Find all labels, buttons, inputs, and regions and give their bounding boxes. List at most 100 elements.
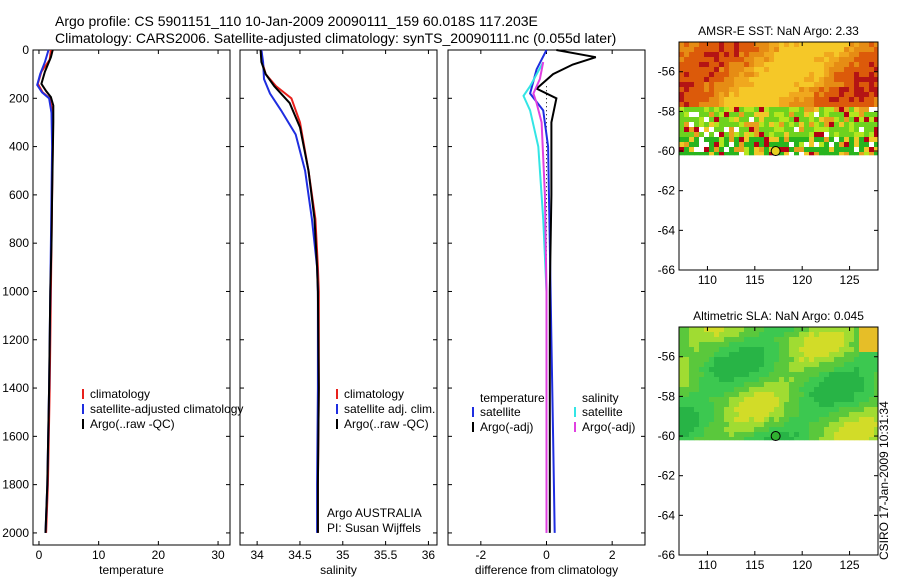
map-cell-sla_map bbox=[784, 352, 790, 358]
map-cell-sst_map bbox=[789, 67, 795, 73]
map-cell-sst_map bbox=[859, 52, 865, 58]
map-cell-sla_map bbox=[864, 372, 870, 378]
map-cell-sla_map bbox=[729, 412, 735, 418]
map-cell-sla_map bbox=[814, 372, 820, 378]
map-cell-sst_map bbox=[769, 72, 775, 78]
map-cell-sla_map bbox=[754, 417, 760, 423]
map-cell-sst_map bbox=[794, 132, 800, 138]
map-cell-sla_map bbox=[814, 362, 820, 368]
map-cell-sla_map bbox=[824, 357, 830, 363]
map-cell-sla_map bbox=[724, 342, 730, 348]
map-cell-sst_map bbox=[764, 152, 770, 156]
map-cell-sst_map bbox=[684, 117, 690, 123]
map-cell-sst_map bbox=[794, 97, 800, 103]
map-cell-sst_map bbox=[729, 47, 735, 53]
map-cell-sla_map bbox=[754, 407, 760, 413]
map-cell-sst_map bbox=[719, 67, 725, 73]
map-cell-sla_map bbox=[824, 332, 830, 338]
map-cell-sla_map bbox=[864, 397, 870, 403]
map-cell-sla_map bbox=[874, 412, 879, 418]
map-cell-sla_map bbox=[824, 352, 830, 358]
map-cell-sst_map bbox=[769, 82, 775, 88]
map-cell-sla_map bbox=[789, 392, 795, 398]
map-cell-sla_map bbox=[839, 382, 845, 388]
map-cell-sla_map bbox=[784, 407, 790, 413]
map-cell-sst_map bbox=[779, 112, 785, 118]
map-cell-sla_map bbox=[759, 422, 765, 428]
map-cell-sst_map bbox=[694, 97, 700, 103]
map-cell-sst_map bbox=[744, 82, 750, 88]
map-cell-sla_map bbox=[869, 427, 875, 433]
map-cell-sla_map bbox=[779, 422, 785, 428]
map-cell-sla_map bbox=[754, 377, 760, 383]
map-cell-sla_map bbox=[729, 377, 735, 383]
map-cell-sst_map bbox=[844, 82, 850, 88]
map-cell-sst_map bbox=[709, 107, 715, 113]
map-cell-sla_map bbox=[854, 422, 860, 428]
map-cell-sla_map bbox=[734, 352, 740, 358]
map-cell-sst_map bbox=[729, 107, 735, 113]
map-cell-sst_map bbox=[729, 112, 735, 118]
map-cell-sla_map bbox=[834, 412, 840, 418]
map-cell-sla_map bbox=[714, 347, 720, 353]
map-cell-sst_map bbox=[834, 42, 840, 48]
map-cell-sla_map bbox=[854, 347, 860, 353]
map-cell-sla_map bbox=[754, 362, 760, 368]
map-cell-sst_map bbox=[689, 127, 695, 133]
map-cell-sla_map bbox=[719, 362, 725, 368]
map-cell-sst_map bbox=[874, 87, 879, 93]
map-cell-sst_map bbox=[789, 137, 795, 143]
map-cell-sla_map bbox=[809, 412, 815, 418]
map-cell-sst_map bbox=[704, 122, 710, 128]
map-cell-sla_map bbox=[679, 437, 685, 441]
map-cell-sst_map bbox=[724, 132, 730, 138]
map-cell-sst_map bbox=[704, 82, 710, 88]
map-cell-sla_map bbox=[694, 377, 700, 383]
map-cell-sst_map bbox=[709, 77, 715, 83]
map-cell-sst_map bbox=[679, 72, 685, 78]
map-cell-sst_map bbox=[699, 77, 705, 83]
map-cell-sla_map bbox=[699, 387, 705, 393]
map-cell-sla_map bbox=[749, 352, 755, 358]
map-cell-sst_map bbox=[764, 142, 770, 148]
map-cell-sla_map bbox=[804, 357, 810, 363]
map-cell-sst_map bbox=[804, 122, 810, 128]
map-cell-sla_map bbox=[789, 352, 795, 358]
map-cell-sla_map bbox=[799, 402, 805, 408]
map-cell-sla_map bbox=[684, 377, 690, 383]
map-cell-sla_map bbox=[849, 412, 855, 418]
map-cell-sst_map bbox=[819, 57, 825, 63]
map-cell-sst_map bbox=[744, 87, 750, 93]
map-cell-sst_map bbox=[704, 72, 710, 78]
map-cell-sla_map bbox=[829, 387, 835, 393]
map-cell-sst_map bbox=[784, 132, 790, 138]
map-cell-sla_map bbox=[694, 417, 700, 423]
map-cell-sla_map bbox=[739, 427, 745, 433]
map-cell-sla_map bbox=[689, 397, 695, 403]
map-cell-sst_map bbox=[819, 147, 825, 153]
map-cell-sla_map bbox=[839, 332, 845, 338]
map-cell-sst_map bbox=[689, 67, 695, 73]
map-cell-sla_map bbox=[774, 372, 780, 378]
map-cell-sst_map bbox=[774, 142, 780, 148]
map-cell-sla_map bbox=[754, 422, 760, 428]
map-cell-sla_map bbox=[699, 362, 705, 368]
map-cell-sla_map bbox=[804, 387, 810, 393]
map-cell-sst_map bbox=[799, 97, 805, 103]
map-cell-sla_map bbox=[854, 362, 860, 368]
map-cell-sla_map bbox=[834, 377, 840, 383]
map-cell-sla_map bbox=[704, 437, 710, 441]
map-cell-sla_map bbox=[734, 402, 740, 408]
map-cell-sst_map bbox=[869, 112, 875, 118]
map-cell-sst_map bbox=[709, 52, 715, 58]
map-cell-sla_map bbox=[839, 372, 845, 378]
map-cell-sst_map bbox=[784, 62, 790, 68]
map-cell-sst_map bbox=[829, 127, 835, 133]
map-cell-sla_map bbox=[869, 382, 875, 388]
ytick-label: 0 bbox=[22, 43, 29, 57]
map-cell-sla_map bbox=[794, 357, 800, 363]
map-cell-sst_map bbox=[689, 112, 695, 118]
map-cell-sst_map bbox=[714, 142, 720, 148]
map-cell-sst_map bbox=[849, 137, 855, 143]
